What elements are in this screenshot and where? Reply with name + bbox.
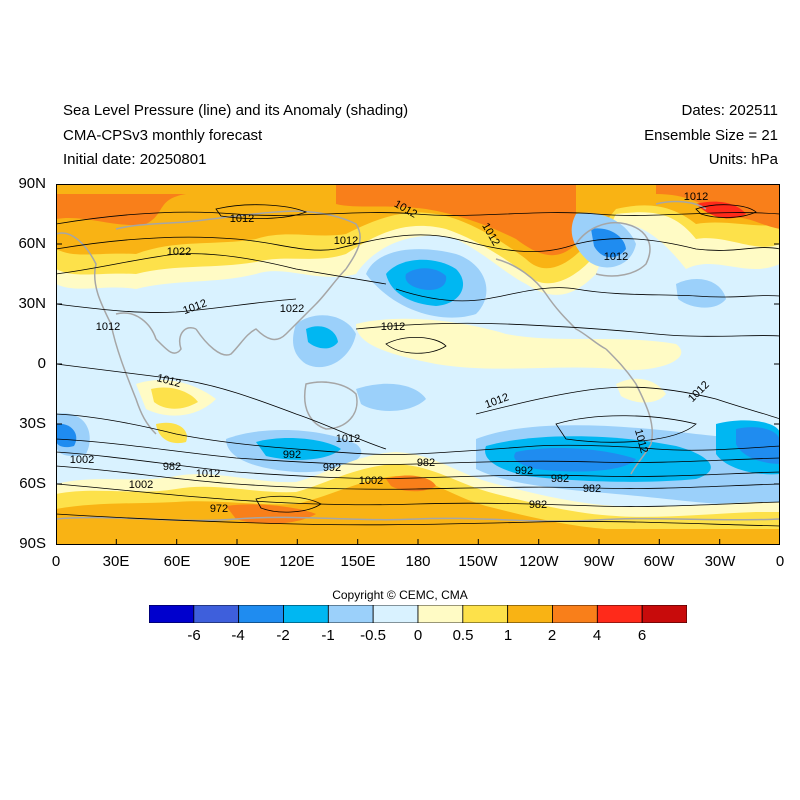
colorbar-label: 4 xyxy=(592,627,602,644)
colorbar-label: 0.5 xyxy=(452,627,474,644)
dates-label: Dates: 202511 xyxy=(681,102,778,119)
colorbar-swatch xyxy=(372,605,419,623)
anomaly-map: 1012 1012 1012 1012 1022 1012 1022 1012 … xyxy=(56,184,780,545)
colorbar-label: 1 xyxy=(503,627,513,644)
anomaly-shading xyxy=(56,184,780,545)
colorbar-label: 0 xyxy=(413,627,423,644)
lon-label-90e: 90E xyxy=(223,553,251,570)
contour-label: 1012 xyxy=(230,213,254,225)
colorbar-swatch xyxy=(193,605,240,623)
isobars xyxy=(56,204,780,527)
lon-label-0: 0 xyxy=(51,553,61,570)
colorbar-swatch xyxy=(596,605,643,623)
lon-label-30e: 30E xyxy=(102,553,130,570)
lon-label-0-end: 0 xyxy=(775,553,785,570)
lon-label-120w: 120W xyxy=(519,553,559,570)
lat-label-60n: 60N xyxy=(18,235,46,252)
colorbar-label: -0.5 xyxy=(360,627,386,644)
contour-label: 982 xyxy=(163,461,181,473)
lon-label-180: 180 xyxy=(405,553,431,570)
contour-label: 1002 xyxy=(129,479,153,491)
title-line-3: Initial date: 20250801 xyxy=(63,151,207,168)
contour-label: 992 xyxy=(515,465,533,477)
colorbar-swatch xyxy=(462,605,509,623)
contour-label: 1002 xyxy=(70,454,94,466)
title-line-1: Sea Level Pressure (line) and its Anomal… xyxy=(63,102,409,119)
contour-label: 1012 xyxy=(96,321,120,333)
colorbar xyxy=(149,605,687,623)
lon-label-30w: 30W xyxy=(704,553,736,570)
contour-label: 1012 xyxy=(684,191,708,203)
lon-label-150e: 150E xyxy=(340,553,376,570)
lat-label-30n: 30N xyxy=(18,295,46,312)
colorbar-swatch xyxy=(283,605,329,623)
contour-label: 992 xyxy=(283,449,301,461)
units-label: Units: hPa xyxy=(708,151,778,168)
lon-label-150w: 150W xyxy=(458,553,498,570)
copyright-text: Copyright © CEMC, CMA xyxy=(332,588,468,602)
contour-label: 982 xyxy=(529,499,547,511)
lat-label-60s: 60S xyxy=(19,475,46,492)
colorbar-swatch xyxy=(552,605,598,623)
colorbar-swatch xyxy=(417,605,464,623)
colorbar-label: -1 xyxy=(321,627,335,644)
colorbar-swatch xyxy=(507,605,553,623)
colorbar-swatch xyxy=(238,605,284,623)
contour-label: 1022 xyxy=(167,246,191,258)
lon-label-120e: 120E xyxy=(279,553,315,570)
ensemble-label: Ensemble Size = 21 xyxy=(644,127,778,144)
colorbar-label: 6 xyxy=(637,627,647,644)
contour-label: 1012 xyxy=(334,235,358,247)
colorbar-swatch xyxy=(149,605,195,623)
lon-label-60e: 60E xyxy=(163,553,191,570)
colorbar-label: -4 xyxy=(231,627,245,644)
colorbar-swatch xyxy=(641,605,687,623)
contour-label: 982 xyxy=(583,483,601,495)
colorbar-label: 2 xyxy=(547,627,557,644)
lon-label-90w: 90W xyxy=(583,553,615,570)
axis-ticks xyxy=(56,243,780,545)
contour-label: 992 xyxy=(323,462,341,474)
colorbar-label: -6 xyxy=(187,627,201,644)
lat-label-90n: 90N xyxy=(18,175,46,192)
contour-label: 1012 xyxy=(196,468,220,480)
contour-label: 1022 xyxy=(280,303,304,315)
contour-label: 972 xyxy=(210,503,228,515)
contour-label: 982 xyxy=(417,457,435,469)
colorbar-swatch xyxy=(327,605,374,623)
contour-label: 1012 xyxy=(381,321,405,333)
lat-label-30s: 30S xyxy=(19,415,46,432)
colorbar-label: -2 xyxy=(276,627,290,644)
lat-label-eq: 0 xyxy=(37,355,46,372)
contour-label: 982 xyxy=(551,473,569,485)
title-line-2: CMA-CPSv3 monthly forecast xyxy=(63,127,263,144)
contour-label: 1002 xyxy=(359,475,383,487)
lat-label-90s: 90S xyxy=(19,535,46,552)
contour-label: 1012 xyxy=(604,251,628,263)
lon-label-60w: 60W xyxy=(643,553,675,570)
contour-label: 1012 xyxy=(336,433,360,445)
